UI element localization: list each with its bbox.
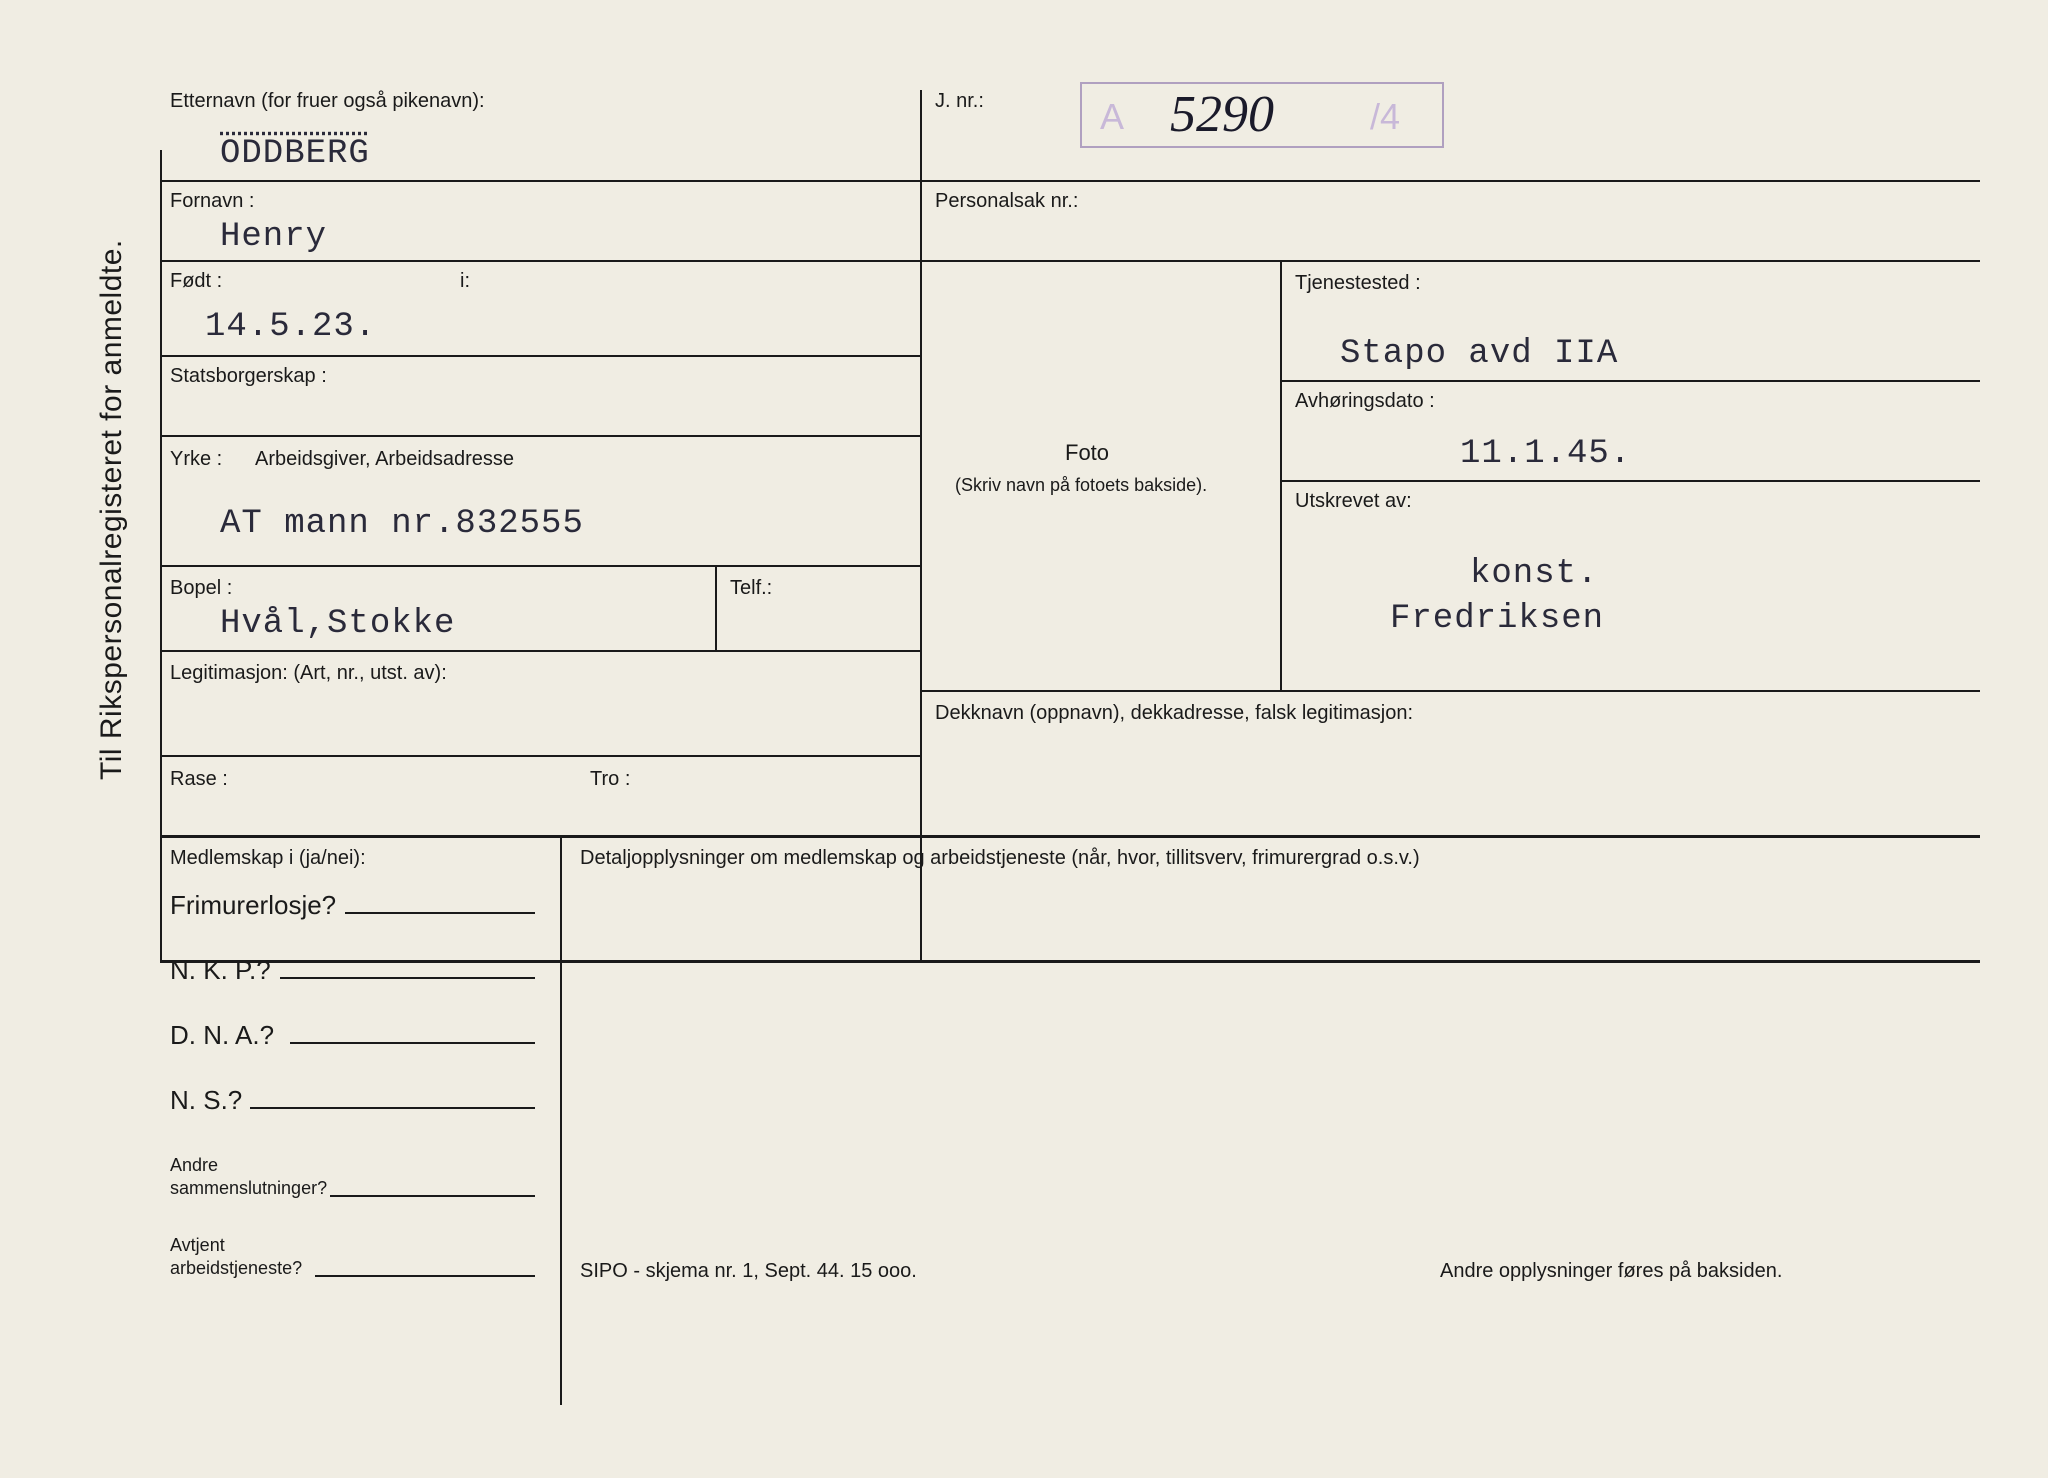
avtjent-label1: Avtjent bbox=[170, 1235, 225, 1256]
utskrevet-value2: Fredriksen bbox=[1390, 600, 1604, 638]
yrke-sublabel: Arbeidsgiver, Arbeidsadresse bbox=[255, 448, 514, 471]
fodt-i-label: i: bbox=[460, 270, 470, 293]
jnr-value: 5290 bbox=[1170, 85, 1274, 144]
stamp-left: A bbox=[1100, 96, 1124, 138]
fornavn-value: Henry bbox=[220, 218, 327, 256]
footer-back-note: Andre opplysninger føres på baksiden. bbox=[1440, 1260, 1782, 1283]
page-card: Til Rikspersonalregisteret for anmeldte.… bbox=[40, 30, 2008, 1448]
vertical-title: Til Rikspersonalregisteret for anmeldte. bbox=[95, 239, 129, 780]
h-r3 bbox=[1280, 480, 1980, 482]
bopel-value: Hvål,Stokke bbox=[220, 605, 455, 643]
avhoringsdato-value: 11.1.45. bbox=[1460, 435, 1631, 473]
dekknavn-label: Dekknavn (oppnavn), dekkadresse, falsk l… bbox=[935, 702, 1413, 725]
h-thick2 bbox=[160, 960, 1980, 963]
fodt-label: Født : bbox=[170, 270, 222, 293]
fodt-value: 14.5.23. bbox=[205, 308, 376, 346]
etternavn-label: Etternavn (for fruer også pikenavn): bbox=[170, 90, 485, 113]
foto-label: Foto bbox=[1065, 440, 1109, 466]
avtjent-line bbox=[315, 1275, 535, 1277]
memb-line-0 bbox=[345, 912, 535, 914]
h-r4 bbox=[920, 690, 1980, 692]
form-area: Etternavn (for fruer også pikenavn): ODD… bbox=[160, 90, 1948, 1388]
stamp-right: /4 bbox=[1370, 96, 1400, 138]
memb-item-3: N. S.? bbox=[170, 1085, 242, 1116]
memb-item-1: N. K. P.? bbox=[170, 955, 271, 986]
tjenestested-value: Stapo avd IIA bbox=[1340, 335, 1618, 373]
avhoringsdato-label: Avhøringsdato : bbox=[1295, 390, 1435, 413]
v-telf bbox=[715, 565, 717, 650]
h-l6 bbox=[160, 650, 920, 652]
statsborgerskap-label: Statsborgerskap : bbox=[170, 365, 327, 388]
v-left2 bbox=[160, 835, 162, 960]
memb-line-2 bbox=[290, 1042, 535, 1044]
details-heading: Detaljopplysninger om medlemskap og arbe… bbox=[580, 847, 1420, 870]
v-mid1 bbox=[920, 90, 922, 960]
memb-item-0: Frimurerlosje? bbox=[170, 890, 336, 921]
utskrevet-value1: konst. bbox=[1470, 555, 1598, 593]
fornavn-label: Fornavn : bbox=[170, 190, 254, 213]
h-thick1 bbox=[160, 835, 1980, 838]
tro-label: Tro : bbox=[590, 768, 630, 791]
h-r1 bbox=[920, 180, 1980, 182]
avtjent-label2: arbeidstjeneste? bbox=[170, 1258, 302, 1279]
yrke-label: Yrke : bbox=[170, 448, 222, 471]
andre-line bbox=[330, 1195, 535, 1197]
h-l5 bbox=[160, 565, 920, 567]
membership-heading: Medlemskap i (ja/nei): bbox=[170, 847, 366, 870]
jnr-label: J. nr.: bbox=[935, 90, 984, 113]
footer-form-id: SIPO - skjema nr. 1, Sept. 44. 15 ooo. bbox=[580, 1260, 917, 1283]
h-l3 bbox=[160, 355, 920, 357]
telf-label: Telf.: bbox=[730, 577, 772, 600]
etternavn-value: ODDBERG bbox=[220, 135, 370, 173]
memb-line-3 bbox=[250, 1107, 535, 1109]
yrke-value: AT mann nr.832555 bbox=[220, 505, 584, 543]
andre-label1: Andre bbox=[170, 1155, 218, 1176]
h-l4 bbox=[160, 435, 920, 437]
memb-item-2: D. N. A.? bbox=[170, 1020, 274, 1051]
bopel-label: Bopel : bbox=[170, 577, 232, 600]
v-memb bbox=[560, 835, 562, 1405]
memb-line-1 bbox=[280, 977, 535, 979]
v-mid2 bbox=[1280, 260, 1282, 690]
h-l1 bbox=[160, 180, 920, 182]
h-l7 bbox=[160, 755, 920, 757]
utskrevet-label: Utskrevet av: bbox=[1295, 490, 1412, 513]
rase-label: Rase : bbox=[170, 768, 228, 791]
tjenestested-label: Tjenestested : bbox=[1295, 272, 1421, 295]
foto-subtext: (Skriv navn på fotoets bakside). bbox=[955, 475, 1207, 496]
personalsak-label: Personalsak nr.: bbox=[935, 190, 1078, 213]
legitimasjon-label: Legitimasjon: (Art, nr., utst. av): bbox=[170, 662, 447, 685]
h-l2 bbox=[160, 260, 1980, 262]
h-r2 bbox=[1280, 380, 1980, 382]
andre-label2: sammenslutninger? bbox=[170, 1178, 327, 1199]
